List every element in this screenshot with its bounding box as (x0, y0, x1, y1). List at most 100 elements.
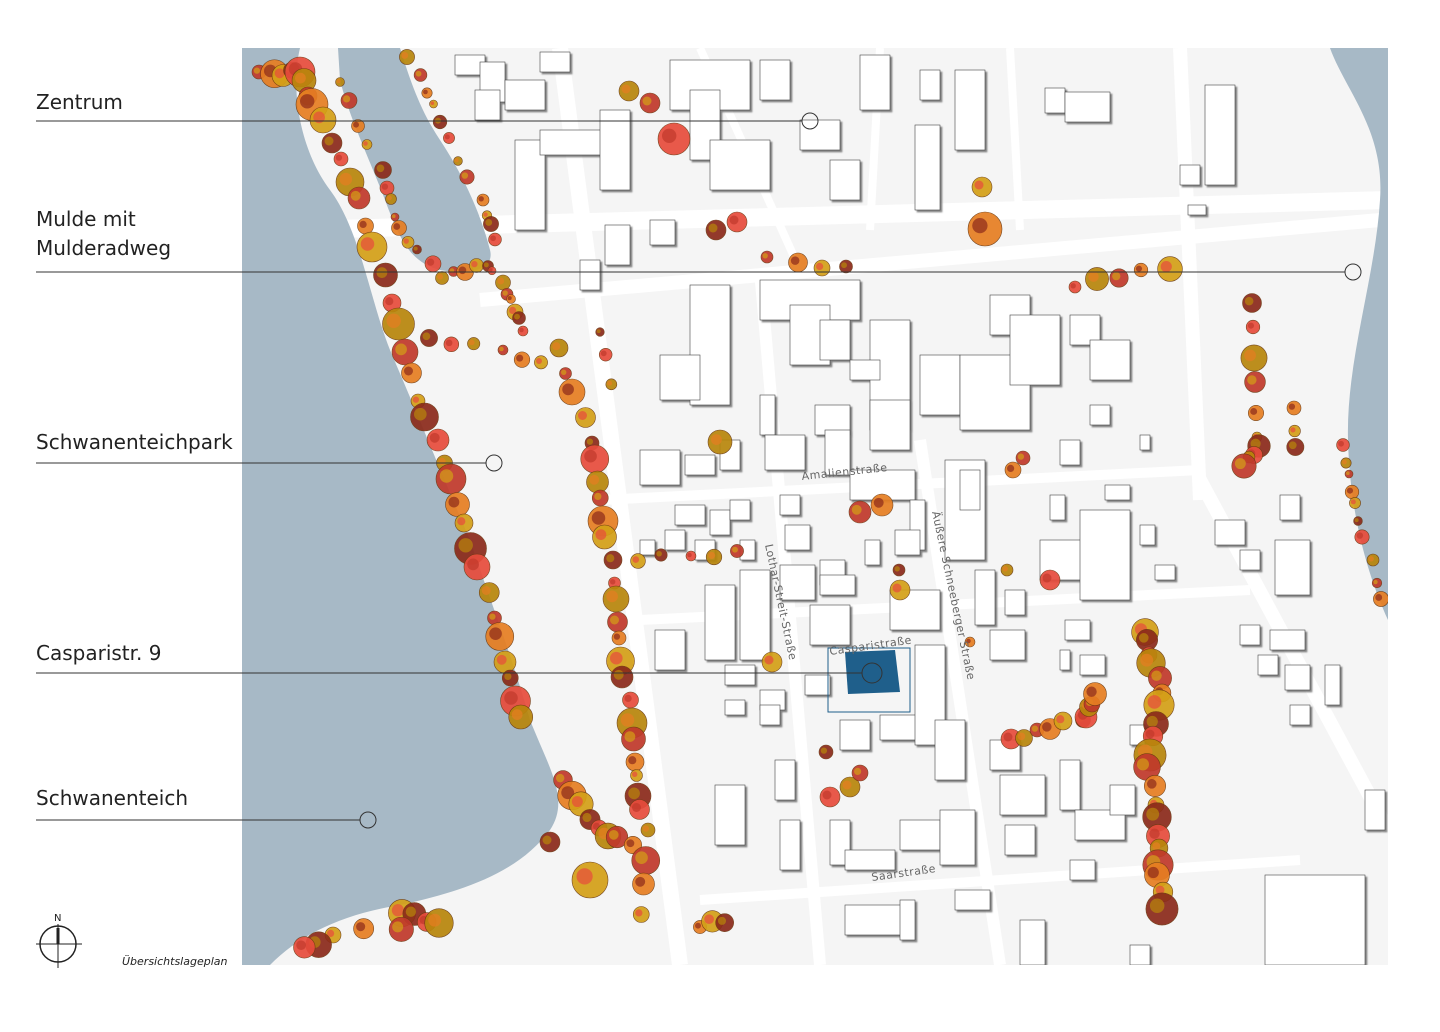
building (504, 79, 546, 111)
tree-canopy-detail (469, 339, 475, 346)
building (894, 529, 921, 556)
building (1089, 339, 1131, 381)
building (1069, 859, 1096, 881)
building (1059, 649, 1071, 671)
label-schwanenteich: Schwanenteich (36, 786, 189, 810)
label-mulde: Mulde mit Mulderadweg (36, 207, 172, 260)
tree-canopy-detail (1338, 440, 1344, 447)
tree-canopy-detail (412, 396, 420, 403)
building (1239, 624, 1261, 646)
building (1264, 874, 1366, 965)
building (999, 774, 1046, 816)
building (1104, 484, 1131, 501)
tree-canopy-detail (1346, 471, 1350, 476)
tree-canopy-detail (582, 812, 592, 823)
building (1004, 824, 1036, 856)
building (1187, 204, 1207, 216)
tree-canopy-detail (1146, 779, 1157, 789)
building (919, 354, 961, 416)
tree-canopy-detail (376, 164, 385, 173)
building (899, 819, 941, 851)
building (899, 899, 916, 941)
tree-canopy-detail (336, 79, 341, 84)
building (1019, 919, 1046, 965)
tree-canopy-detail (594, 492, 602, 500)
tree-canopy-detail (427, 258, 435, 266)
building (1289, 704, 1311, 726)
building (704, 584, 736, 661)
tree-canopy-detail (353, 121, 359, 128)
tree-canopy-detail (576, 868, 593, 885)
building (674, 504, 706, 526)
tree-canopy-detail (403, 238, 409, 244)
road (552, 48, 688, 965)
tree-canopy-detail (1375, 594, 1383, 601)
tree-canopy-detail (607, 380, 613, 386)
tree-canopy-detail (327, 929, 335, 938)
building (1009, 314, 1061, 386)
tree-canopy-detail (448, 496, 460, 508)
tree-canopy-detail (457, 517, 466, 526)
building (539, 51, 571, 73)
tree-canopy-detail (620, 713, 635, 727)
building (844, 849, 896, 871)
tree-canopy-detail (632, 556, 640, 563)
tree-canopy-detail (704, 914, 714, 925)
building (659, 354, 701, 401)
tree-canopy-detail (504, 672, 512, 681)
tree-canopy-detail (571, 796, 583, 808)
tree-canopy-detail (966, 638, 971, 644)
tree-canopy-detail (350, 190, 361, 201)
tree-canopy-detail (628, 756, 637, 765)
tree-canopy-detail (642, 825, 650, 832)
tree-canopy-detail (1342, 459, 1347, 465)
tree-canopy-detail (414, 407, 427, 421)
tree-canopy-detail (600, 350, 607, 357)
building (1154, 564, 1176, 581)
tree-canopy-detail (508, 306, 517, 314)
tree-canopy-detail (1145, 729, 1155, 739)
building (824, 429, 851, 476)
building (869, 399, 911, 451)
plan-caption: Übersichtslageplan (122, 955, 228, 968)
tree-canopy-detail (313, 111, 325, 124)
tree-canopy-detail (626, 839, 635, 848)
tree-canopy-detail (596, 329, 601, 334)
tree-canopy-detail (1088, 271, 1099, 282)
tree-canopy-detail (430, 101, 435, 105)
tree-canopy-detail (1003, 732, 1013, 742)
road (699, 855, 1301, 905)
building (539, 129, 611, 156)
building (724, 664, 756, 686)
tree-canopy-detail (481, 586, 491, 595)
building (1059, 439, 1081, 466)
tree-canopy-detail (1151, 670, 1162, 681)
building (1139, 434, 1151, 451)
tree-canopy-detail (423, 89, 428, 95)
tree-canopy-detail (610, 615, 619, 625)
tree-canopy-detail (711, 434, 722, 445)
building (1089, 404, 1111, 426)
building (474, 89, 501, 121)
tree-canopy-detail (624, 694, 632, 703)
tree-canopy-detail (1136, 758, 1150, 771)
building (1139, 524, 1156, 546)
tree-canopy-detail (381, 183, 389, 190)
tree-canopy-detail (1149, 828, 1160, 839)
tree-canopy-detail (300, 94, 315, 109)
tree-canopy-detail (511, 709, 523, 720)
tree-canopy-detail (1147, 866, 1159, 879)
tree-canopy-detail (360, 237, 375, 251)
tree-canopy-detail (606, 590, 618, 603)
leader-lines (36, 112, 1362, 829)
building (859, 54, 891, 111)
tree-canopy-detail (386, 313, 401, 328)
tree-canopy-detail (972, 217, 988, 234)
tree-canopy-detail (376, 267, 388, 278)
tree-canopy-detail (392, 921, 404, 933)
tree-canopy-detail (363, 141, 368, 146)
tree-canopy-detail (295, 72, 306, 84)
building (599, 109, 631, 191)
tree-canopy-detail (1135, 265, 1143, 272)
building (1049, 494, 1066, 521)
